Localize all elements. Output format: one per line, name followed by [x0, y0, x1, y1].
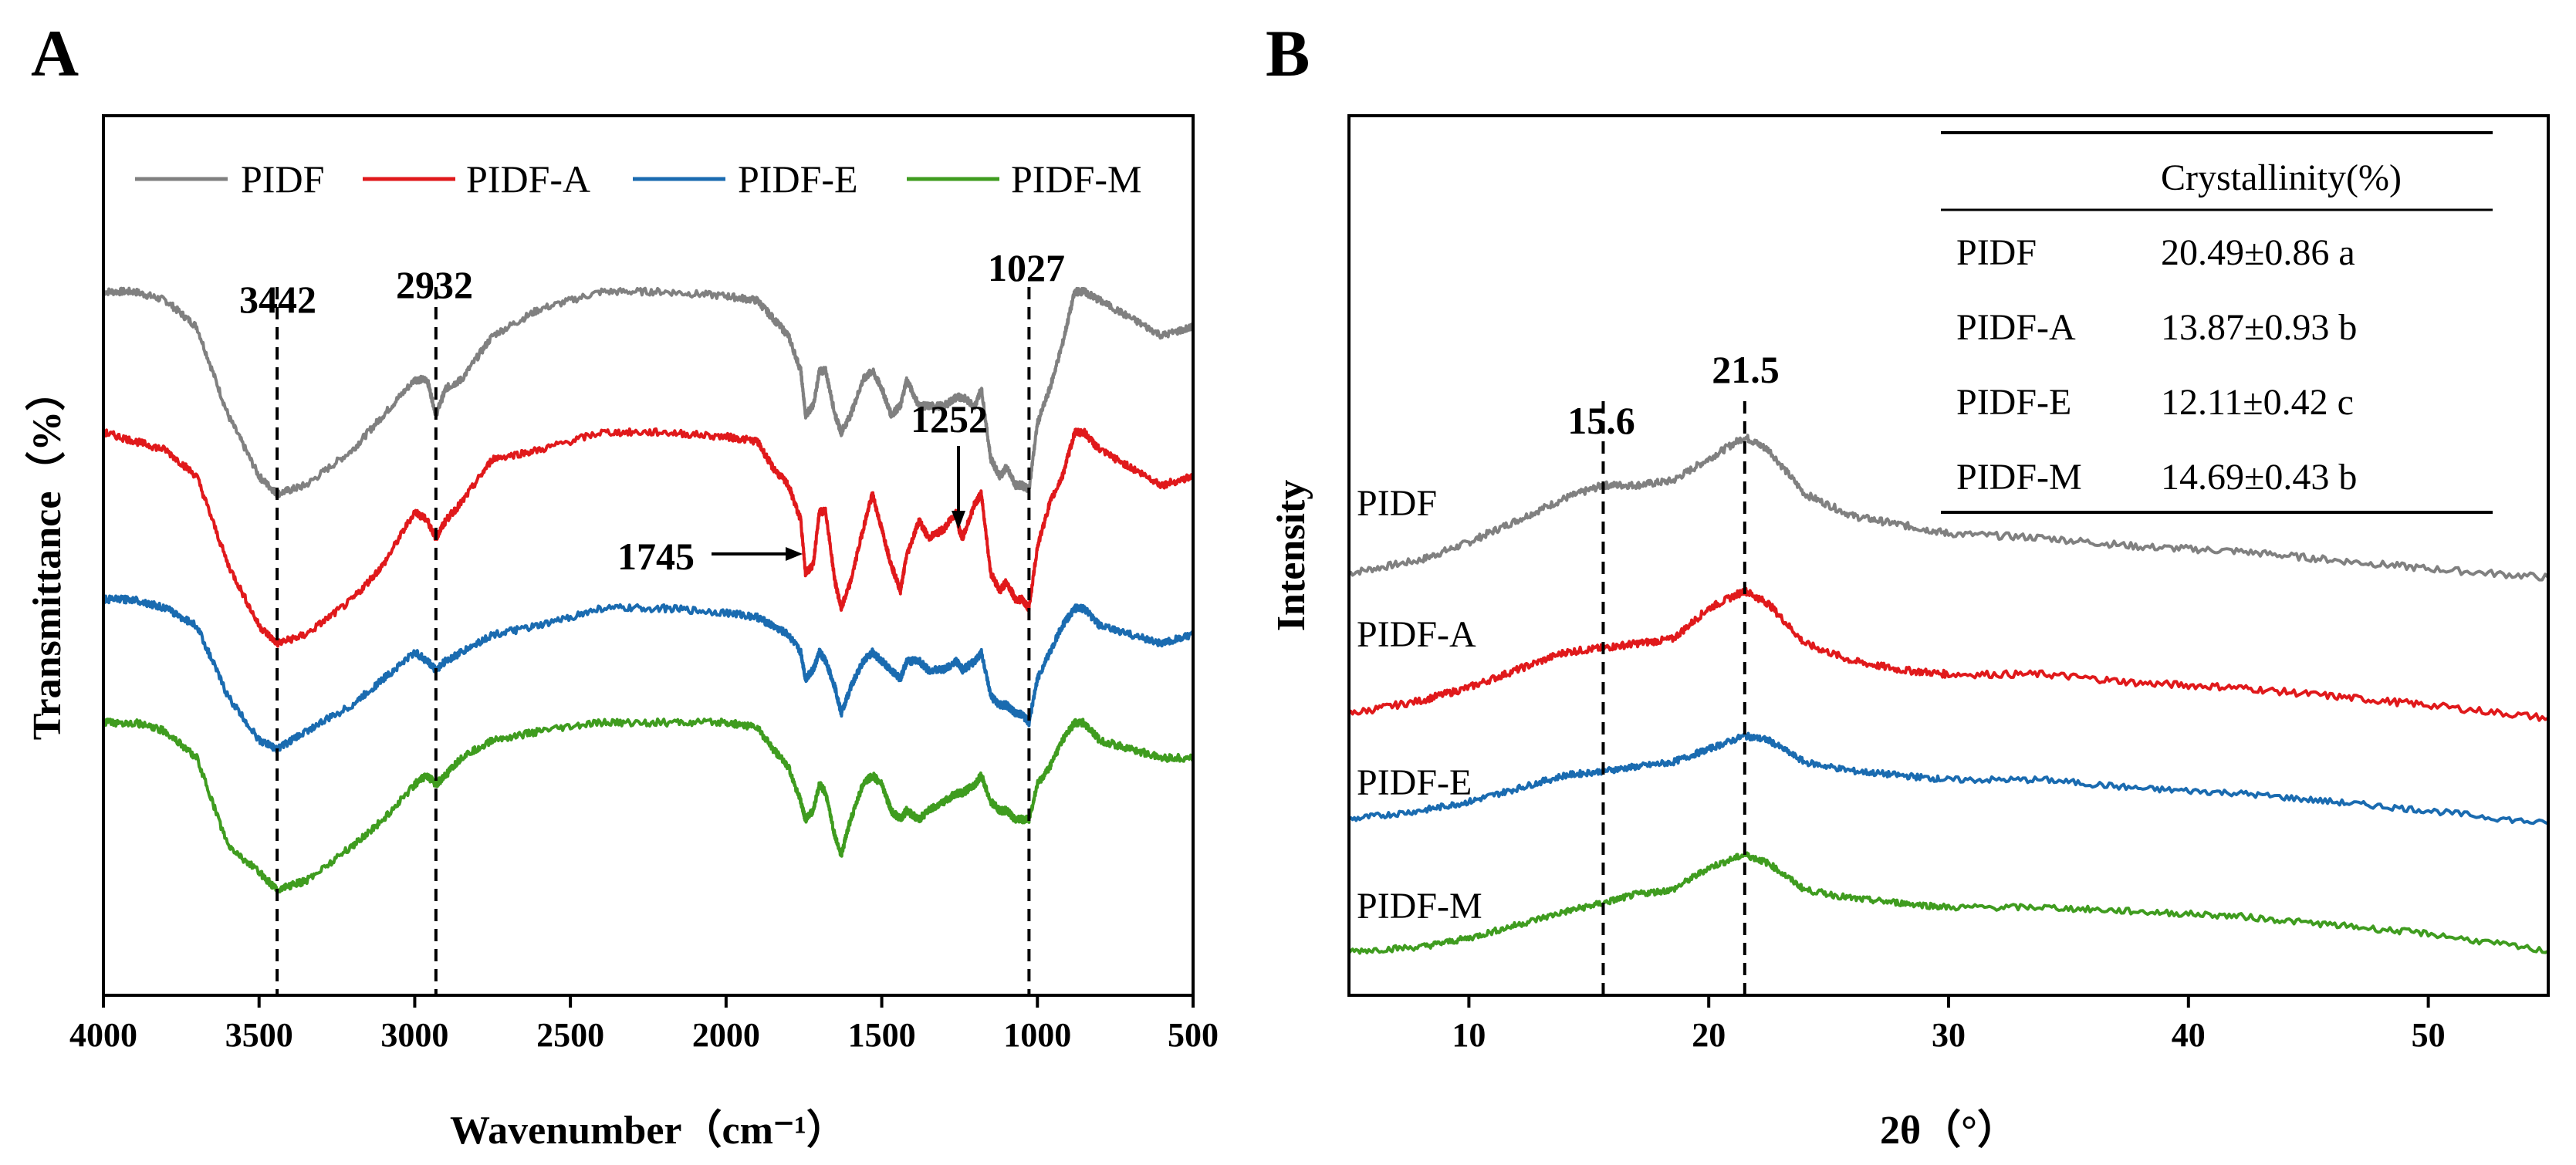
series-label-pidf-e: PIDF-E [1357, 762, 1472, 803]
panel-b-plot-frame [1347, 114, 2550, 997]
x-tick-label: 500 [1168, 1016, 1219, 1054]
panel-b-series-group [1347, 434, 2550, 955]
panel-b-x-axis: 10 20 30 40 50 [1452, 995, 2446, 1054]
series-label-pidf: PIDF [1357, 483, 1437, 524]
arrow-1252 [952, 446, 965, 529]
panel-b-letter: B [1266, 16, 1310, 90]
x-tick-label: 1500 [848, 1016, 916, 1054]
panel-a-letter: A [31, 16, 79, 90]
panel-a-legend: PIDF PIDF-A PIDF-E PIDF-M [135, 157, 1141, 201]
x-tick-label: 2000 [692, 1016, 760, 1054]
series-label-pidf-m: PIDF-M [1357, 886, 1482, 927]
series-line-pidf-e [102, 594, 1195, 754]
x-tick-label: 10 [1452, 1016, 1486, 1054]
panel-a-y-axis-title: Transmittance（%） [25, 371, 69, 741]
legend-label-pidf: PIDF [241, 157, 324, 201]
x-tick-label: 2500 [536, 1016, 604, 1054]
annotation-21-5: 21.5 [1712, 348, 1780, 391]
table-row-sample: PIDF [1956, 232, 2037, 273]
series-line-pidf [102, 286, 1195, 498]
x-tick-label: 1000 [1003, 1016, 1071, 1054]
annotation-2932: 2932 [396, 263, 473, 306]
panel-a-chart: 4000 3500 3000 2500 2000 1500 1000 500 PIDF PID… [25, 114, 1219, 1153]
x-tick-label: 3000 [380, 1016, 448, 1054]
table-row-value: 14.69±0.43 b [2161, 457, 2357, 498]
series-label-pidf-a: PIDF-A [1357, 614, 1476, 655]
table-header: Crystallinity(%) [2161, 157, 2402, 198]
table-row-value: 12.11±0.42 c [2161, 382, 2354, 423]
x-tick-label: 4000 [69, 1016, 137, 1054]
table-row-value: 13.87±0.93 b [2161, 307, 2357, 348]
annotation-1745: 1745 [617, 535, 695, 578]
crystallinity-table: Crystallinity(%) PIDF 20.49±0.86 a PIDF-… [1941, 131, 2493, 514]
legend-label-pidf-e: PIDF-E [738, 157, 858, 201]
panel-b-chart: 10 20 30 40 50 15.6 21.5 PIDF PIDF-A PIDF-E … [1269, 114, 2550, 1153]
annotation-15-6: 15.6 [1567, 399, 1635, 442]
annotation-3442: 3442 [239, 278, 316, 321]
legend-label-pidf-m: PIDF-M [1011, 157, 1141, 201]
panel-b-y-axis-title: Intensity [1269, 480, 1313, 631]
series-line-pidf [1348, 434, 2550, 582]
panel-b-x-axis-title: 2θ（°） [1880, 1108, 2017, 1153]
panel-a-guide-lines [276, 287, 1031, 995]
table-row-sample: PIDF-A [1956, 307, 2076, 348]
series-line-pidf-m [1347, 851, 2549, 955]
series-line-pidf-e [1348, 731, 2549, 826]
annotation-1027: 1027 [988, 246, 1065, 289]
arrow-1745 [712, 547, 803, 561]
series-line-pidf-a [103, 427, 1195, 648]
x-tick-label: 20 [1692, 1016, 1726, 1054]
x-tick-label: 30 [1932, 1016, 1966, 1054]
series-line-pidf-a [1349, 586, 2549, 722]
annotation-1252: 1252 [911, 397, 988, 441]
table-row-sample: PIDF-E [1956, 382, 2071, 423]
legend-label-pidf-a: PIDF-A [466, 157, 590, 201]
panel-b-guide-lines [1601, 401, 1746, 995]
table-row-value: 20.49±0.86 a [2161, 232, 2355, 273]
x-tick-label: 40 [2172, 1016, 2206, 1054]
x-tick-label: 50 [2412, 1016, 2446, 1054]
panel-a-plot-frame [102, 114, 1195, 997]
x-tick-label: 3500 [225, 1016, 293, 1054]
series-line-pidf-m [102, 718, 1195, 895]
table-row-sample: PIDF-M [1956, 457, 2082, 498]
panel-a-series-group [102, 286, 1195, 895]
panel-a-x-axis-title: Wavenumber（cm⁻¹） [450, 1108, 847, 1153]
panel-a-x-axis: 4000 3500 3000 2500 2000 1500 1000 500 [69, 995, 1219, 1054]
